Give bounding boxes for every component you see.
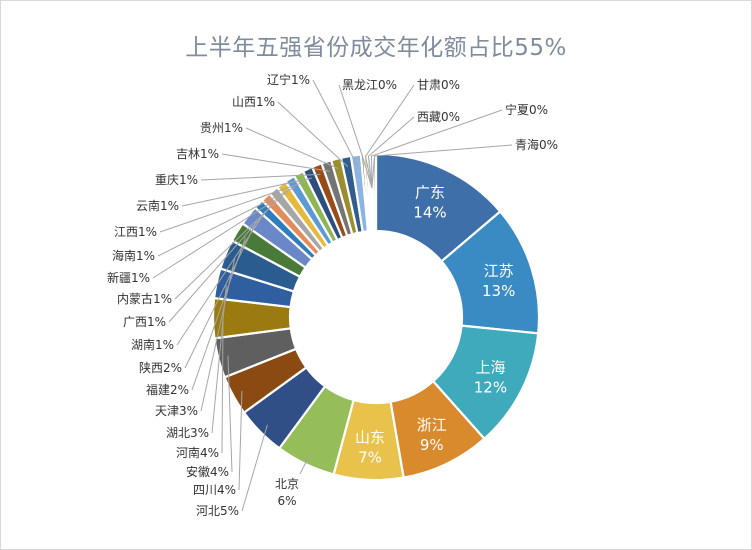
outside-label: 重庆1% bbox=[155, 173, 198, 187]
leader-line bbox=[221, 153, 330, 172]
leader-line bbox=[368, 116, 415, 189]
outside-label: 辽宁1% bbox=[267, 72, 310, 87]
leader-line bbox=[312, 79, 358, 166]
leader-line bbox=[221, 318, 224, 454]
leader-line bbox=[174, 197, 281, 300]
outside-label: 山西1% bbox=[232, 95, 275, 109]
leader-line bbox=[338, 84, 373, 189]
outside-label: 青海0% bbox=[515, 137, 558, 152]
leader-line bbox=[241, 424, 268, 512]
leader-line bbox=[176, 210, 267, 346]
leader-line bbox=[168, 203, 273, 323]
chart-title: 上半年五强省份成交年化额占比55% bbox=[185, 35, 567, 61]
leader-line bbox=[159, 181, 304, 233]
slice-value-label: 14% bbox=[413, 203, 446, 221]
leader-line bbox=[299, 452, 311, 475]
outside-label: 安徽4% bbox=[186, 464, 229, 479]
outside-label: 湖南1% bbox=[131, 337, 174, 352]
outside-value-label: 6% bbox=[277, 494, 296, 508]
outside-label: 吉林1% bbox=[176, 147, 219, 161]
outside-label: 天津3% bbox=[155, 404, 198, 418]
outside-label: 贵州1% bbox=[200, 121, 243, 135]
slice-value-label: 12% bbox=[474, 378, 507, 396]
slice-label: 江苏 bbox=[484, 262, 514, 280]
leader-line bbox=[277, 101, 349, 167]
slice-label: 上海 bbox=[475, 358, 505, 376]
outside-label: 河南4% bbox=[176, 445, 219, 460]
outside-label: 四川4% bbox=[193, 483, 236, 497]
leader-line bbox=[245, 127, 339, 170]
outside-label: 内蒙古1% bbox=[117, 291, 172, 306]
leader-line bbox=[371, 144, 513, 189]
outside-label: 西藏0% bbox=[417, 110, 460, 124]
outside-label: 福建2% bbox=[146, 382, 189, 397]
outside-label: 甘肃0% bbox=[417, 78, 460, 92]
slice-value-label: 13% bbox=[482, 282, 515, 300]
leader-line bbox=[200, 173, 321, 181]
leader-line bbox=[181, 177, 312, 207]
outside-label: 江西1% bbox=[114, 225, 157, 239]
outside-label: 湖北3% bbox=[166, 425, 209, 440]
outside-label: 广西1% bbox=[123, 315, 166, 329]
slice-青海 bbox=[371, 152, 378, 233]
leader-line bbox=[365, 84, 415, 189]
slice-label: 浙江 bbox=[417, 416, 447, 434]
slice-label: 山东 bbox=[355, 428, 385, 446]
slice-value-label: 9% bbox=[420, 436, 444, 454]
outside-label: 新疆1% bbox=[107, 270, 150, 285]
outside-label: 河北5% bbox=[196, 504, 239, 518]
slice-value-label: 7% bbox=[358, 448, 382, 466]
leader-line bbox=[152, 191, 288, 279]
outside-label: 宁夏0% bbox=[505, 102, 548, 117]
outside-label: 黑龙江0% bbox=[342, 78, 397, 92]
outside-label: 海南1% bbox=[112, 248, 155, 263]
leader-line bbox=[227, 355, 233, 473]
leader-line bbox=[371, 109, 503, 189]
outside-label: 陕西2% bbox=[139, 360, 182, 375]
leader-line bbox=[238, 390, 243, 491]
slice-label: 广东 bbox=[415, 183, 445, 201]
outside-label: 北京 bbox=[275, 477, 299, 491]
leader-line bbox=[211, 285, 227, 434]
outside-label: 云南1% bbox=[136, 198, 179, 213]
leader-line bbox=[184, 221, 257, 369]
leader-line bbox=[157, 186, 296, 257]
